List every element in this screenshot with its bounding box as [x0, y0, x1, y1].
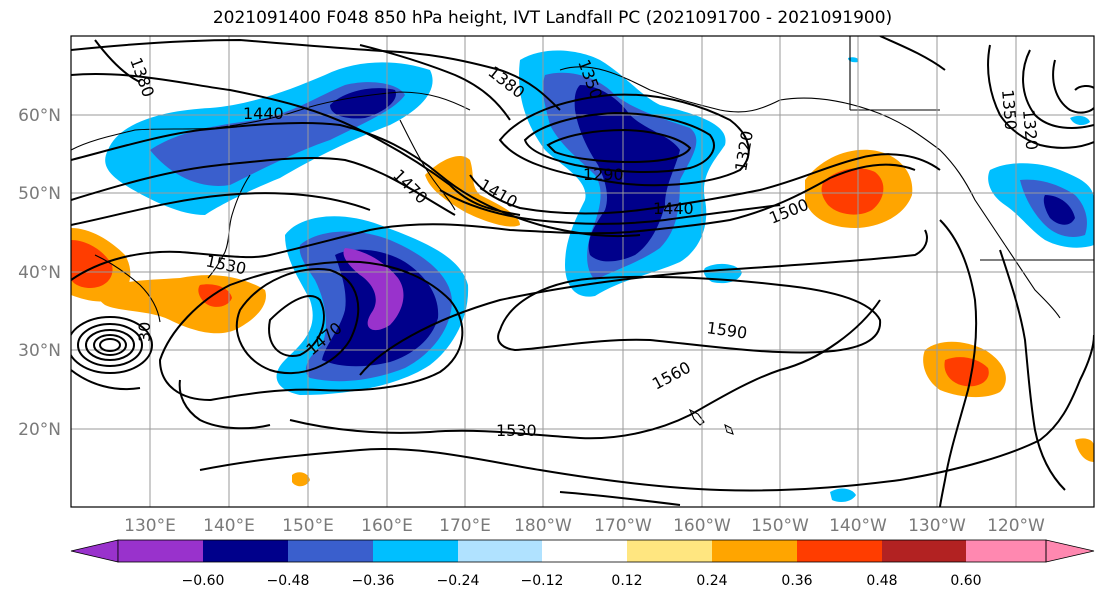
colorbar-segment	[797, 540, 882, 562]
colorbar-tick-label: −0.24	[437, 573, 480, 589]
lon-label: 130°E	[124, 516, 176, 536]
map-frame	[70, 35, 1095, 508]
colorbar: −0.60 −0.48 −0.36 −0.24 −0.12 0.12 0.24 …	[70, 539, 1095, 589]
lon-label: 150°E	[282, 516, 334, 536]
colorbar-segment	[458, 540, 542, 562]
colorbar-extend-high	[1045, 539, 1095, 563]
colorbar-tick-label: 0.60	[950, 573, 981, 589]
lat-label: 60°N	[18, 106, 61, 126]
map-panel: 1380 1440 1380 1350 1320 1350 1320 1290 …	[70, 35, 1095, 508]
colorbar-segment	[542, 540, 627, 562]
ivt-positive-shading	[71, 149, 1094, 487]
lon-label: 170°W	[594, 516, 652, 536]
lon-label: 140°E	[203, 516, 255, 536]
longitude-labels: 130°E 140°E 150°E 160°E 170°E 180°W 170°…	[124, 516, 1045, 536]
contour-label: 1440	[243, 104, 284, 123]
figure-title: 2021091400 F048 850 hPa height, IVT Land…	[212, 8, 893, 28]
lon-label: 140°W	[829, 516, 887, 536]
contour-label: 1440	[653, 199, 694, 218]
contour-label: 1350	[998, 89, 1020, 131]
colorbar-segment	[288, 540, 373, 562]
lat-label: 20°N	[18, 420, 61, 440]
colorbar-tick-label: −0.48	[267, 573, 310, 589]
lon-label: 160°W	[673, 516, 731, 536]
colorbar-tick-label: 0.48	[866, 573, 897, 589]
lon-label: 160°E	[361, 516, 413, 536]
lat-label: 40°N	[18, 263, 61, 283]
colorbar-tick-label: 0.24	[696, 573, 727, 589]
contour-label: 30	[135, 322, 154, 342]
colorbar-tick-label: 0.12	[611, 573, 642, 589]
colorbar-segment	[882, 540, 966, 562]
colorbar-segment	[627, 540, 712, 562]
lat-label: 30°N	[18, 341, 61, 361]
colorbar-tick-label: −0.60	[182, 573, 225, 589]
colorbar-segment	[712, 540, 797, 562]
colorbar-extend-low	[70, 539, 119, 563]
contour-label: 1320	[1019, 109, 1041, 151]
colorbar-segment	[203, 540, 288, 562]
colorbar-segment	[118, 540, 203, 562]
contour-label: 1530	[496, 421, 537, 440]
lon-label: 170°E	[439, 516, 491, 536]
colorbar-segment	[373, 540, 458, 562]
contour-label: 1290	[583, 165, 624, 184]
latitude-labels: 60°N 50°N 40°N 30°N 20°N	[18, 106, 61, 440]
lon-label: 150°W	[751, 516, 809, 536]
colorbar-tick-label: −0.36	[352, 573, 395, 589]
colorbar-tick-label: 0.36	[781, 573, 812, 589]
colorbar-tick-label: −0.12	[521, 573, 564, 589]
lon-label: 180°W	[514, 516, 572, 536]
lon-label: 120°W	[987, 516, 1045, 536]
lon-label: 130°W	[908, 516, 966, 536]
colorbar-segment	[966, 540, 1046, 562]
lat-label: 50°N	[18, 184, 61, 204]
colorbar-frame	[117, 539, 1047, 563]
height-contours	[71, 36, 1094, 507]
